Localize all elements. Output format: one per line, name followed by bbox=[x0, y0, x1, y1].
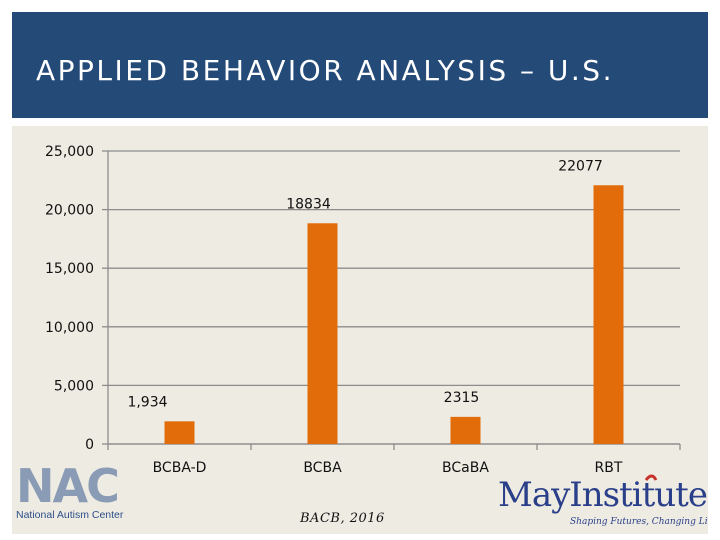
bar-bcba bbox=[307, 223, 338, 444]
y-tick-label: 0 bbox=[85, 437, 94, 453]
data-label: 2315 bbox=[444, 390, 480, 406]
may-institute-logo: MayInstitute Shaping Futures, Changing L… bbox=[498, 474, 708, 527]
y-tick-label: 15,000 bbox=[45, 261, 94, 277]
nac-logo: NAC National Autism Center bbox=[16, 460, 124, 521]
data-label: 22077 bbox=[558, 158, 603, 174]
y-tick-label: 10,000 bbox=[45, 320, 94, 336]
y-axis-ticks: 0 5,000 10,000 15,000 20,000 25,000 bbox=[45, 144, 94, 453]
may-logo-swoosh bbox=[644, 474, 658, 481]
page-title: APPLIED BEHAVIOR ANALYSIS – U.S. bbox=[36, 54, 614, 87]
bar-rbt bbox=[593, 185, 624, 444]
data-labels: 1,934 18834 2315 22077 bbox=[127, 158, 602, 410]
x-tick-label: BCBA-D bbox=[153, 460, 207, 476]
y-tick-label: 20,000 bbox=[45, 203, 94, 219]
nac-logo-mark: NAC bbox=[16, 460, 118, 513]
nac-logo-text: National Autism Center bbox=[16, 509, 124, 521]
may-logo-mark: MayInstitute bbox=[498, 475, 707, 515]
source-caption: BACB, 2016 bbox=[299, 511, 385, 526]
chart-panel bbox=[12, 126, 708, 534]
data-label: 18834 bbox=[286, 196, 331, 212]
data-label: 1,934 bbox=[127, 394, 167, 410]
y-tick-label: 25,000 bbox=[45, 144, 94, 160]
x-tick-label: RBT bbox=[595, 460, 623, 476]
x-tick-label: BCBA bbox=[303, 460, 342, 476]
may-logo-tagline: Shaping Futures, Changing Lives bbox=[570, 517, 708, 527]
x-axis-ticks: BCBA-D BCBA BCaBA RBT bbox=[153, 460, 623, 476]
y-tick-label: 5,000 bbox=[54, 378, 94, 394]
bars bbox=[164, 185, 624, 444]
gridlines bbox=[102, 150, 681, 450]
bar-bcbad bbox=[164, 421, 195, 444]
title-banner: APPLIED BEHAVIOR ANALYSIS – U.S. bbox=[12, 12, 708, 118]
x-tick-label: BCaBA bbox=[442, 460, 489, 476]
bar-bcaba bbox=[450, 416, 481, 444]
